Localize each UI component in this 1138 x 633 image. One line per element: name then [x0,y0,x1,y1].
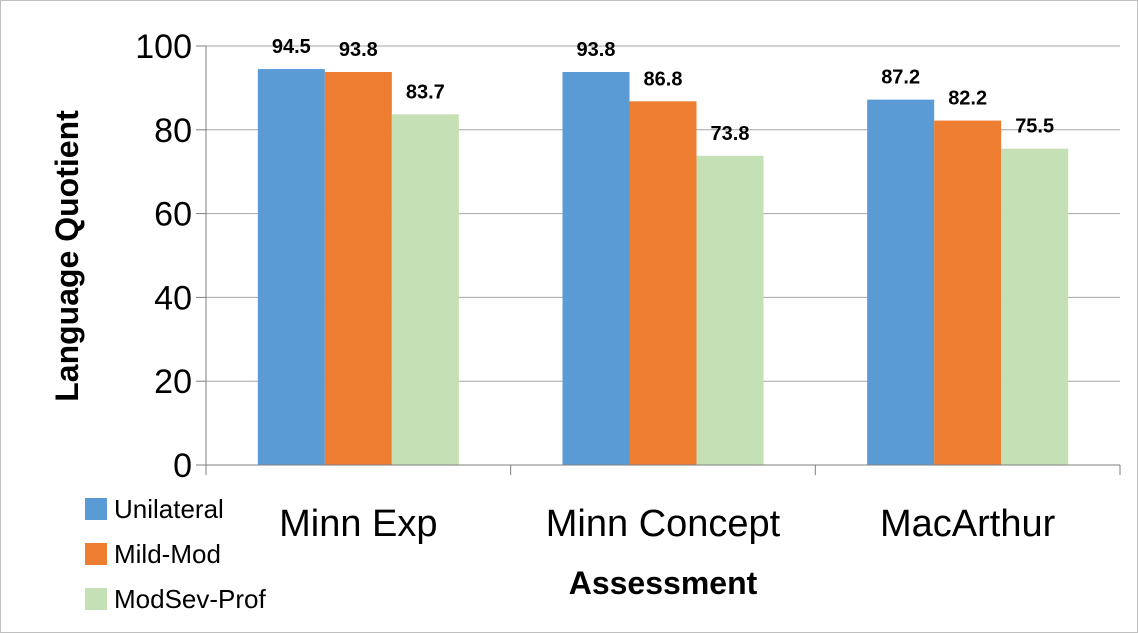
bar [629,101,697,466]
legend-swatch [85,543,107,565]
data-label: 87.2 [881,67,920,89]
legend-label: ModSev-Prof [114,584,266,614]
x-category-labels: Minn Exp Minn Concept MacArthur [279,503,1056,545]
bar [562,71,630,465]
bar [934,120,1002,465]
x-category-label: MacArthur [880,503,1056,545]
legend-label: Mild-Mod [114,539,221,569]
y-tick-label: 60 [154,196,192,234]
y-tick-labels: 0 20 40 60 80 100 [135,28,192,485]
bar [696,155,764,465]
legend-swatch [85,498,107,520]
x-axis-title: Assessment [569,565,758,601]
data-label: 75.5 [1015,116,1054,138]
data-label: 83.7 [406,81,445,103]
data-labels: 94.5 93.8 83.7 93.8 86.8 73.8 87.2 82.2 75.5 [272,36,1054,145]
x-category-label: Minn Exp [279,503,437,545]
y-tick-label: 80 [154,112,192,150]
data-label: 73.8 [711,123,750,145]
data-label: 86.8 [644,68,683,90]
bar [867,99,935,465]
bar [391,114,459,465]
bar [324,71,392,465]
y-tick-label: 0 [173,447,192,485]
data-label: 93.8 [577,39,616,61]
y-tick-label: 20 [154,363,192,401]
y-axis-title: Language Quotient [49,110,85,402]
legend-label: Unilateral [114,494,224,524]
data-label: 94.5 [272,36,311,58]
axes [196,45,1121,475]
bar [1001,148,1069,465]
legend-swatch [85,588,107,610]
bars [257,69,1069,466]
bar [257,69,325,466]
data-label: 82.2 [948,88,987,110]
legend: Unilateral Mild-Mod ModSev-Prof [85,494,266,614]
data-label: 93.8 [339,39,378,61]
x-category-label: Minn Concept [546,503,781,545]
y-tick-label: 100 [135,28,192,66]
y-tick-label: 40 [154,279,192,317]
